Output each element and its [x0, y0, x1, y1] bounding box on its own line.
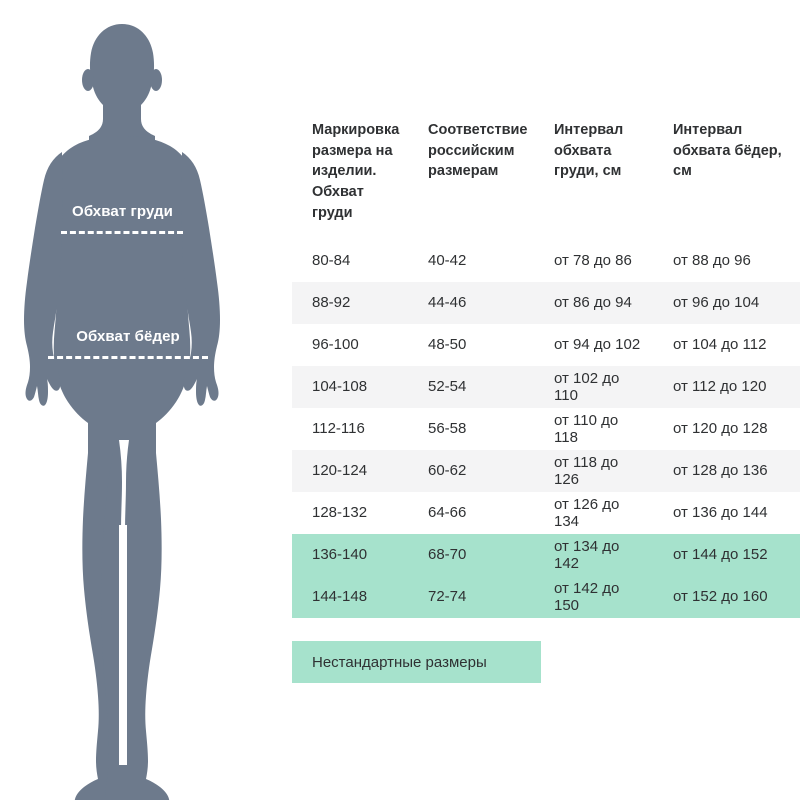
cell-marking: 80-84: [292, 239, 408, 282]
cell-marking: 144-148: [292, 575, 408, 618]
cell-russian-size: 44-46: [408, 281, 534, 324]
cell-marking: 88-92: [292, 281, 408, 324]
cell-hips-range: от 96 до 104: [653, 281, 800, 324]
cell-marking: 96-100: [292, 323, 408, 366]
cell-russian-size: 64-66: [408, 491, 534, 534]
cell-hips-range: от 152 до 160: [653, 575, 800, 618]
cell-marking: 112-116: [292, 407, 408, 450]
table-row: 144-148 72-74 от 142 до 150 от 152 до 160: [292, 575, 800, 618]
table-row: 128-132 64-66 от 126 до 134 от 136 до 144: [292, 491, 800, 534]
cell-hips-range: от 144 до 152: [653, 533, 800, 576]
table-row: 136-140 68-70 от 134 до 142 от 144 до 152: [292, 533, 800, 576]
column-header-marking: Маркировка размера на изделии. Обхват гр…: [292, 110, 408, 240]
table-row: 88-92 44-46 от 86 до 94 от 96 до 104: [292, 281, 800, 324]
cell-hips-range: от 104 до 112: [653, 323, 800, 366]
cell-bust-range: от 110 до 118: [534, 407, 653, 450]
cell-bust-range: от 118 до 126: [534, 449, 653, 492]
legend-badge-nonstandard: Нестандартные размеры: [292, 641, 541, 683]
cell-bust-range: от 142 до 150: [534, 575, 653, 618]
cell-marking: 136-140: [292, 533, 408, 576]
cell-russian-size: 60-62: [408, 449, 534, 492]
cell-bust-range: от 126 до 134: [534, 491, 653, 534]
table-row: 104-108 52-54 от 102 до 110 от 112 до 120: [292, 365, 800, 408]
legend-label: Нестандартные размеры: [312, 653, 487, 671]
column-header-hips: Интервал обхвата бёдер, см: [653, 110, 800, 240]
cell-bust-range: от 86 до 94: [534, 281, 653, 324]
cell-russian-size: 56-58: [408, 407, 534, 450]
table-header-row: Маркировка размера на изделии. Обхват гр…: [292, 110, 800, 240]
body-figure-panel: Обхват груди Обхват бёдер: [0, 0, 285, 800]
table-row: 80-84 40-42 от 78 до 86 от 88 до 96: [292, 239, 800, 282]
cell-marking: 128-132: [292, 491, 408, 534]
cell-bust-range: от 134 до 142: [534, 533, 653, 576]
size-table: Маркировка размера на изделии. Обхват гр…: [292, 110, 800, 618]
cell-bust-range: от 102 до 110: [534, 365, 653, 408]
cell-russian-size: 48-50: [408, 323, 534, 366]
hips-measure-label: Обхват бёдер: [76, 328, 180, 345]
cell-hips-range: от 88 до 96: [653, 239, 800, 282]
cell-hips-range: от 120 до 128: [653, 407, 800, 450]
female-body-silhouette-icon: [24, 24, 220, 800]
column-header-russian: Соответствие российским размерам: [408, 110, 534, 240]
cell-marking: 104-108: [292, 365, 408, 408]
cell-russian-size: 68-70: [408, 533, 534, 576]
cell-hips-range: от 136 до 144: [653, 491, 800, 534]
cell-hips-range: от 112 до 120: [653, 365, 800, 408]
table-row: 112-116 56-58 от 110 до 118 от 120 до 128: [292, 407, 800, 450]
size-table-panel: Маркировка размера на изделии. Обхват гр…: [292, 0, 800, 800]
bust-measure-line: [61, 231, 183, 234]
cell-bust-range: от 78 до 86: [534, 239, 653, 282]
cell-marking: 120-124: [292, 449, 408, 492]
cell-russian-size: 52-54: [408, 365, 534, 408]
table-row: 96-100 48-50 от 94 до 102 от 104 до 112: [292, 323, 800, 366]
cell-bust-range: от 94 до 102: [534, 323, 653, 366]
hips-measure-line: [48, 356, 208, 359]
table-row: 120-124 60-62 от 118 до 126 от 128 до 136: [292, 449, 800, 492]
bust-measure-label: Обхват груди: [72, 203, 173, 220]
size-table-body: 80-84 40-42 от 78 до 86 от 88 до 96 88-92 44-…: [292, 239, 800, 618]
cell-russian-size: 72-74: [408, 575, 534, 618]
column-header-bust: Интервал обхвата груди, см: [534, 110, 653, 240]
cell-hips-range: от 128 до 136: [653, 449, 800, 492]
cell-russian-size: 40-42: [408, 239, 534, 282]
